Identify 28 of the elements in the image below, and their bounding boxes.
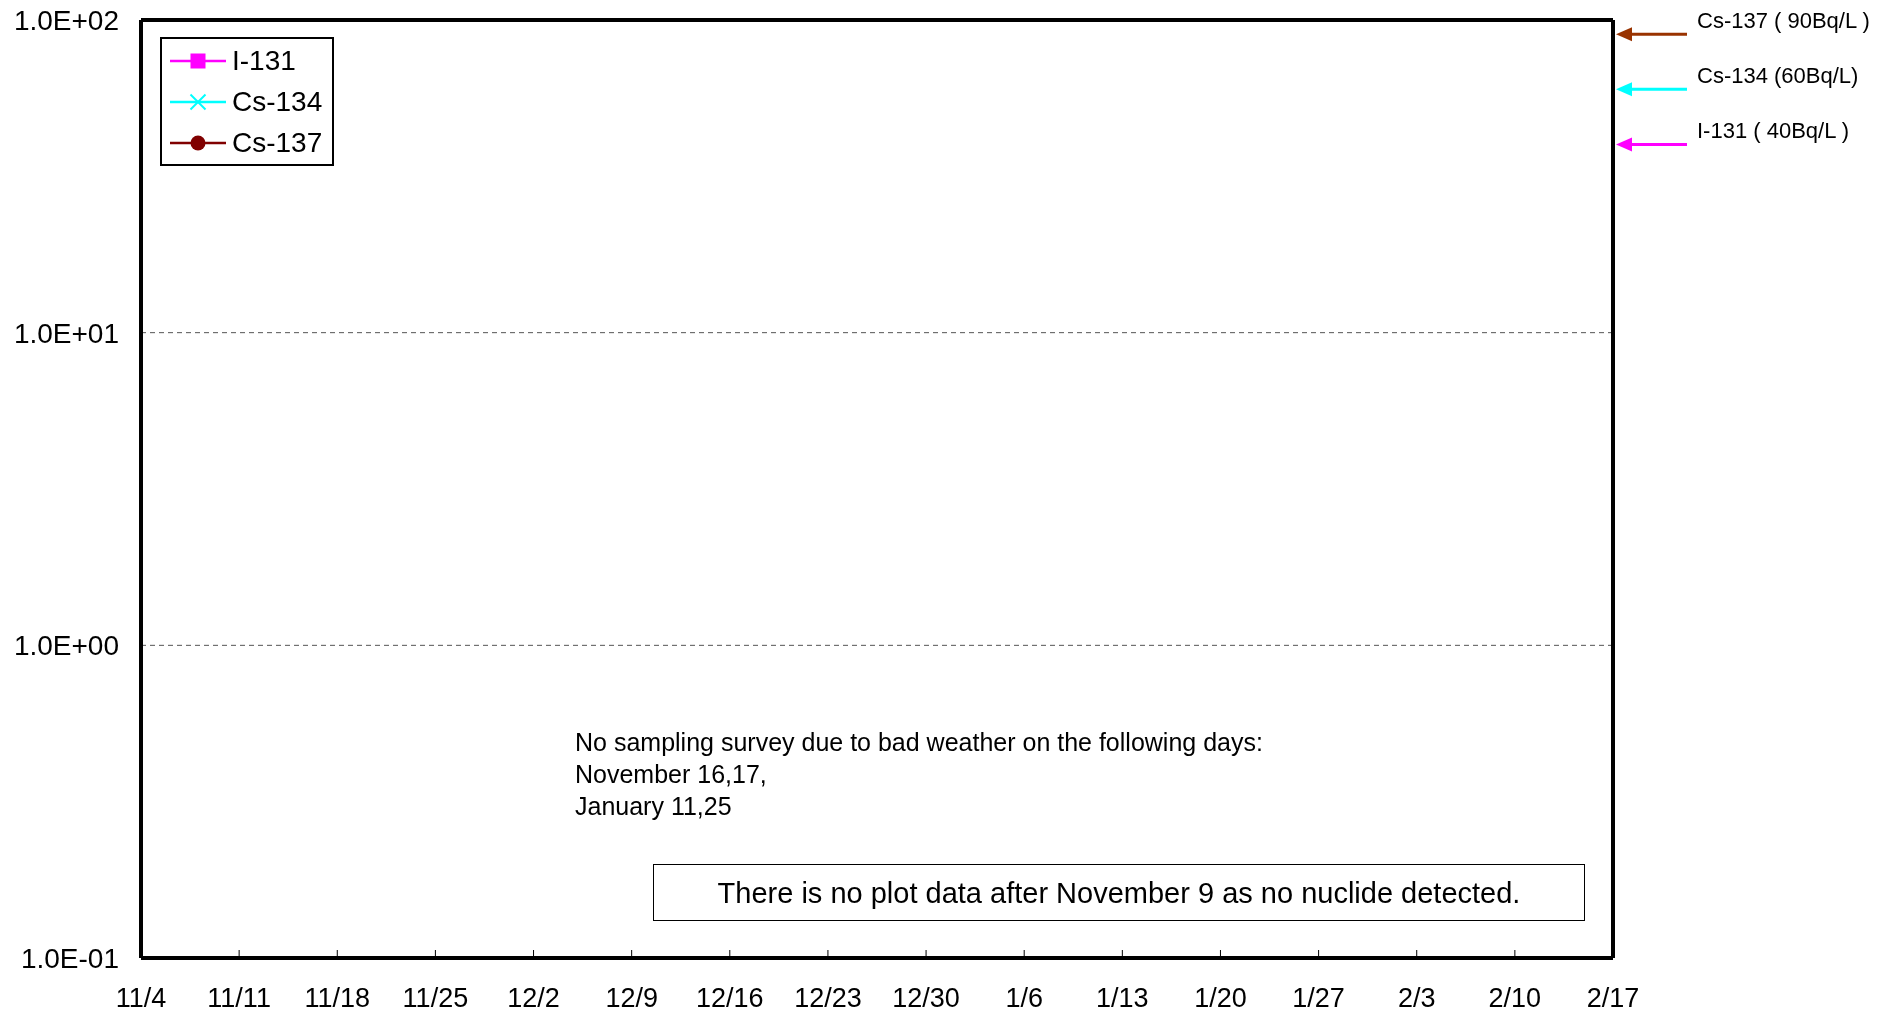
legend-label: Cs-137: [232, 126, 323, 160]
legend-label: I-131: [232, 44, 296, 78]
ref-line-label: Cs-134 (60Bq/L): [1697, 63, 1859, 89]
x-tick-label: 12/16: [696, 983, 764, 1014]
x-tick-label: 11/25: [402, 983, 469, 1014]
ref-line-label: I-131 ( 40Bq/L ): [1697, 118, 1850, 144]
y-tick-label: 1.0E+01: [13, 317, 119, 349]
x-tick-label: 2/17: [1586, 983, 1640, 1014]
x-tick-label: 2/10: [1488, 983, 1542, 1014]
x-tick-label: 12/9: [605, 983, 658, 1014]
x-tick-label: 2/3: [1397, 983, 1436, 1014]
annotation: There is no plot data after November 9 as no nuclide detected.: [716, 877, 1522, 909]
y-tick-label: 1.0E+00: [13, 630, 119, 662]
x-tick-label: 1/6: [1005, 983, 1043, 1014]
x-tick-label: 11/4: [115, 983, 167, 1014]
ref-line-label: Cs-137 ( 90Bq/L ): [1697, 8, 1870, 34]
x-tick-label: 1/27: [1292, 983, 1345, 1014]
legend-label: Cs-134: [232, 85, 323, 119]
x-tick-label: 12/23: [794, 983, 862, 1014]
x-tick-label: 1/13: [1096, 983, 1149, 1014]
annotation: No sampling survey due to bad weather on the following days: November 16,17, January 11,25: [575, 727, 1263, 822]
x-tick-label: 11/18: [304, 983, 371, 1014]
x-tick-label: 1/20: [1194, 983, 1247, 1014]
x-tick-label: 12/30: [892, 983, 960, 1014]
x-tick-label: 11/11: [207, 983, 271, 1014]
y-tick-label: 1.0E-01: [20, 942, 119, 974]
y-tick-label: 1.0E+02: [13, 4, 119, 36]
x-tick-label: 12/2: [507, 983, 560, 1014]
